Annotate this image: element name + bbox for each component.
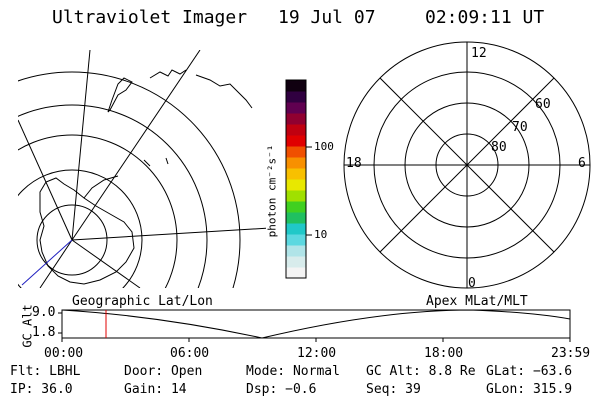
coastline <box>149 69 187 79</box>
altplot-xtick-2359: 23:59 <box>551 346 591 361</box>
colorbar-swatch <box>286 124 306 136</box>
altplot-xtick-0600: 06:00 <box>170 346 210 361</box>
colorbar-swatch <box>286 256 306 268</box>
colorbar-swatch <box>286 212 306 224</box>
colorbar-swatch <box>286 91 306 103</box>
altplot-ytick-9: 9.0 <box>32 305 56 320</box>
colorbar-swatch <box>286 223 306 235</box>
lat-label-80: 80 <box>491 140 507 155</box>
colorbar-swatch <box>286 179 306 191</box>
lat-label-60: 60 <box>535 97 551 112</box>
coastline <box>165 157 169 165</box>
mlt-label-0: 0 <box>468 276 476 291</box>
altitude-curve <box>61 309 571 339</box>
mlt-label-18: 18 <box>346 156 362 171</box>
lat-circle <box>36 204 108 276</box>
altplot-xtick-0000: 00:00 <box>44 346 84 361</box>
lat-circle <box>18 104 208 288</box>
colorbar-swatch <box>286 267 306 279</box>
coastline-antarctica <box>39 177 135 285</box>
coastline <box>143 159 151 167</box>
status-filter: Flt: LBHL <box>10 364 81 379</box>
colorbar-swatch <box>286 245 306 257</box>
time-label: 02:09:11 UT <box>425 7 545 28</box>
altplot-xtick-1200: 12:00 <box>297 346 337 361</box>
status-seq: Seq: 39 <box>366 382 421 397</box>
mlt-label-12: 12 <box>471 46 487 61</box>
colorbar-swatch <box>286 234 306 246</box>
colorbar-swatch <box>286 80 306 92</box>
coastline <box>107 77 133 113</box>
altplot-right-title: Apex MLat/MLT <box>426 294 528 309</box>
colorbar-swatch <box>286 113 306 125</box>
meridian-line <box>71 227 266 241</box>
colorbar-tick-10: 10 <box>314 228 328 241</box>
status-mode: Mode: Normal <box>246 364 340 379</box>
colorbar-swatch <box>286 168 306 180</box>
status-gc-alt: GC Alt: 8.8 Re <box>366 364 476 379</box>
altplot-xtick-1800: 18:00 <box>424 346 464 361</box>
meridian-line <box>71 239 141 288</box>
colorbar-swatch <box>286 135 306 147</box>
mlt-label-6: 6 <box>578 156 586 171</box>
coastline <box>83 175 119 199</box>
status-dsp: Dsp: −0.6 <box>246 382 317 397</box>
date-label: 19 Jul 07 <box>278 7 376 28</box>
lat-label-70: 70 <box>512 120 528 135</box>
meridian-line <box>18 119 73 241</box>
lat-circle <box>18 134 178 288</box>
instrument-title: Ultraviolet Imager <box>52 7 248 28</box>
meridian-line <box>39 239 73 288</box>
colorbar-swatch <box>286 102 306 114</box>
altplot-left-title: Geographic Lat/Lon <box>72 294 213 309</box>
colorbar-swatch <box>286 190 306 202</box>
lat-circle <box>18 169 143 288</box>
colorbar-swatch <box>286 146 306 158</box>
meridian-line <box>71 50 201 241</box>
satellite-track <box>21 239 73 286</box>
coastline <box>195 74 253 109</box>
colorbar-swatch <box>286 157 306 169</box>
status-door: Door: Open <box>124 364 203 379</box>
status-glon: GLon: 315.9 <box>486 382 573 397</box>
lat-circle <box>18 71 241 288</box>
status-gain: Gain: 14 <box>124 382 187 397</box>
colorbar-swatch <box>286 201 306 213</box>
status-ip: IP: 36.0 <box>10 382 73 397</box>
colorbar-tick-100: 100 <box>314 140 334 153</box>
status-glat: GLat: −63.6 <box>486 364 573 379</box>
altplot-ytick-1-8: 1.8 <box>32 325 56 340</box>
polar-diagonal <box>379 77 555 253</box>
meridian-line <box>71 50 91 241</box>
